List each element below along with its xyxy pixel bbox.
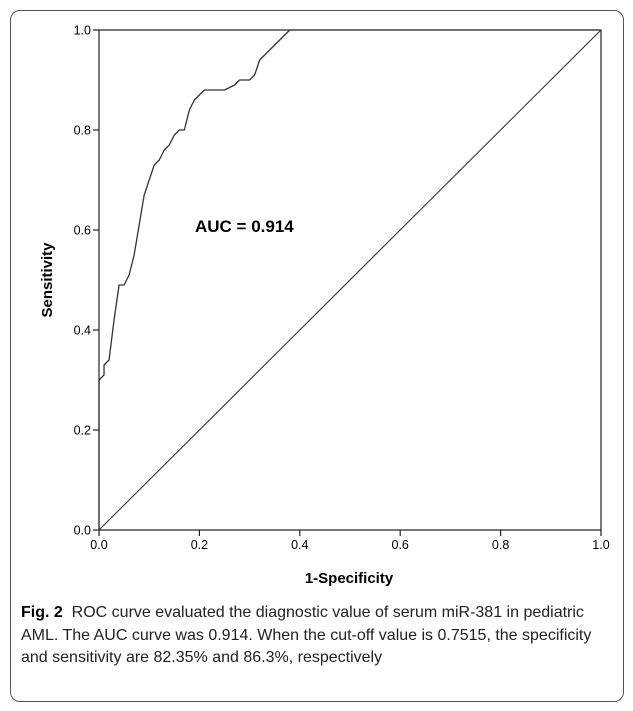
figure-frame [10, 10, 624, 702]
y-tick-label: 0.0 [74, 524, 91, 538]
reference-diagonal [98, 29, 602, 531]
figure-label: Fig. 2 [21, 604, 63, 621]
x-tick-label: 0.6 [392, 538, 409, 552]
y-tick-label: 0.8 [74, 124, 91, 138]
y-axis-title: Sensitivity [39, 242, 56, 318]
caption-text: ROC curve evaluated the diagnostic value… [21, 604, 592, 666]
x-tick-label: 0.0 [90, 538, 107, 552]
x-tick-label: 1.0 [592, 538, 609, 552]
y-tick-label: 1.0 [74, 24, 91, 38]
x-tick-label: 0.4 [291, 538, 308, 552]
x-axis-title: 1-Specificity [305, 570, 394, 587]
y-tick-label: 0.2 [74, 424, 91, 438]
x-tick-label: 0.8 [492, 538, 509, 552]
series-layer [98, 29, 602, 531]
x-tick-label: 0.2 [191, 538, 208, 552]
figure-caption: Fig. 2 ROC curve evaluated the diagnosti… [21, 602, 611, 670]
auc-annotation: AUC = 0.914 [195, 217, 294, 236]
y-tick-label: 0.4 [74, 324, 91, 338]
roc-chart: 0.0 0.2 0.4 0.6 0.8 1.0 0.0 0.2 0.4 0.6 0.8 1.0 AUC… [39, 24, 610, 588]
label-layer: 0.0 0.2 0.4 0.6 0.8 1.0 0.0 0.2 0.4 0.6 0.8 1.0 [74, 24, 610, 553]
y-tick-label: 0.6 [74, 224, 91, 238]
roc-curve [98, 29, 601, 530]
